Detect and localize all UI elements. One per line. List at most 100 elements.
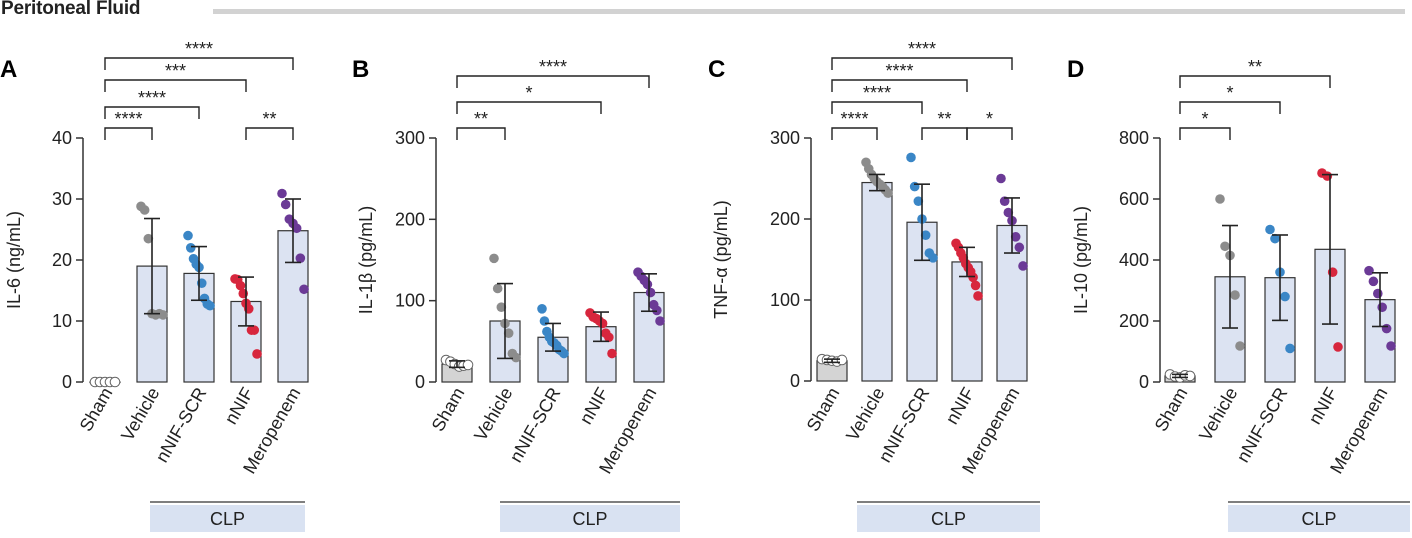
data-point: [1185, 371, 1195, 381]
significance-label: *: [1226, 83, 1233, 103]
y-tick-label: 20: [52, 250, 72, 270]
significance-label: **: [262, 109, 276, 129]
data-point: [1265, 225, 1275, 235]
y-tick-label: 100: [395, 291, 425, 311]
data-point: [1280, 292, 1290, 302]
significance-label: *: [1201, 109, 1208, 129]
y-tick-label: 400: [1119, 250, 1149, 270]
data-point: [493, 284, 503, 294]
data-point: [598, 319, 608, 329]
group-label: CLP: [1301, 509, 1336, 529]
data-point: [607, 349, 617, 359]
category-label: nNIF-SCR: [1233, 384, 1292, 466]
significance-label: *: [525, 83, 532, 103]
y-tick-label: 0: [790, 371, 800, 391]
category-label: nNIF: [942, 384, 979, 428]
data-point: [655, 316, 665, 326]
y-tick-label: 200: [395, 209, 425, 229]
y-tick-label: 200: [1119, 311, 1149, 331]
significance-label: ****: [138, 88, 166, 108]
significance-label: ****: [908, 39, 936, 59]
data-point: [186, 243, 196, 253]
category-label: Sham: [76, 384, 117, 435]
category-label: Vehicle: [1195, 384, 1241, 444]
data-point: [110, 377, 120, 387]
data-point: [910, 182, 920, 192]
group-label: CLP: [931, 509, 966, 529]
data-point: [968, 273, 978, 283]
y-tick-label: 800: [1119, 128, 1149, 148]
bar-vehicle: [862, 183, 892, 381]
significance-bracket: [922, 128, 967, 140]
group-label: CLP: [572, 509, 607, 529]
y-tick-label: 30: [52, 189, 72, 209]
y-axis-label: IL-6 (ng/mL): [4, 211, 24, 309]
data-point: [489, 254, 499, 264]
data-point: [140, 205, 150, 215]
significance-bracket: [246, 128, 293, 140]
y-axis-label: IL-10 (pg/mL): [1071, 206, 1091, 314]
data-point: [281, 200, 291, 210]
significance-label: ***: [165, 61, 186, 81]
data-point: [1364, 266, 1374, 276]
significance-label: **: [937, 109, 951, 129]
data-point: [1235, 341, 1245, 351]
data-point: [971, 281, 981, 291]
data-point: [1230, 290, 1240, 300]
panel-letter: B: [352, 56, 369, 83]
data-point: [540, 316, 550, 326]
data-point: [996, 174, 1006, 184]
y-tick-label: 0: [1139, 372, 1149, 392]
significance-bracket: [1180, 102, 1280, 114]
significance-bracket: [1180, 76, 1330, 88]
significance-bracket: [457, 128, 505, 140]
data-point: [646, 288, 656, 298]
category-label: nNIF: [1305, 384, 1342, 428]
significance-label: ****: [840, 109, 868, 129]
bar-nnif: [952, 262, 982, 381]
significance-bracket: [832, 128, 877, 140]
y-tick-label: 0: [62, 372, 72, 392]
category-label: Sham: [1151, 384, 1192, 435]
significance-label: ****: [114, 109, 142, 129]
category-label: Vehicle: [842, 384, 888, 444]
group-label: CLP: [210, 509, 245, 529]
y-tick-label: 200: [770, 209, 800, 229]
panel-letter: A: [0, 56, 17, 83]
data-point: [559, 349, 569, 359]
category-label: Sham: [428, 384, 469, 435]
y-axis-label: TNF-α (pg/mL): [711, 200, 731, 318]
data-point: [249, 325, 259, 335]
data-point: [1377, 302, 1387, 312]
y-tick-label: 300: [395, 128, 425, 148]
data-point: [511, 353, 521, 363]
category-label: Sham: [803, 384, 844, 435]
y-tick-label: 10: [52, 311, 72, 331]
significance-label: ****: [863, 83, 891, 103]
category-label: Vehicle: [117, 384, 163, 444]
y-tick-label: 0: [415, 372, 425, 392]
data-point: [1369, 277, 1379, 287]
data-point: [1285, 344, 1295, 354]
data-point: [1382, 324, 1392, 334]
significance-bracket: [832, 58, 1012, 70]
significance-label: ****: [539, 57, 567, 77]
significance-label: ****: [185, 39, 213, 59]
y-tick-label: 40: [52, 128, 72, 148]
data-point: [1015, 243, 1025, 253]
data-point: [1220, 241, 1230, 251]
panel-letter: C: [708, 56, 725, 83]
data-point: [277, 189, 287, 199]
category-label: nNIF: [576, 384, 613, 428]
significance-label: ****: [885, 61, 913, 81]
data-point: [837, 355, 847, 365]
panel-letter: D: [1067, 56, 1084, 83]
significance-bracket: [967, 128, 1012, 140]
data-point: [158, 310, 168, 320]
data-point: [296, 253, 306, 263]
significance-label: **: [1248, 57, 1262, 77]
